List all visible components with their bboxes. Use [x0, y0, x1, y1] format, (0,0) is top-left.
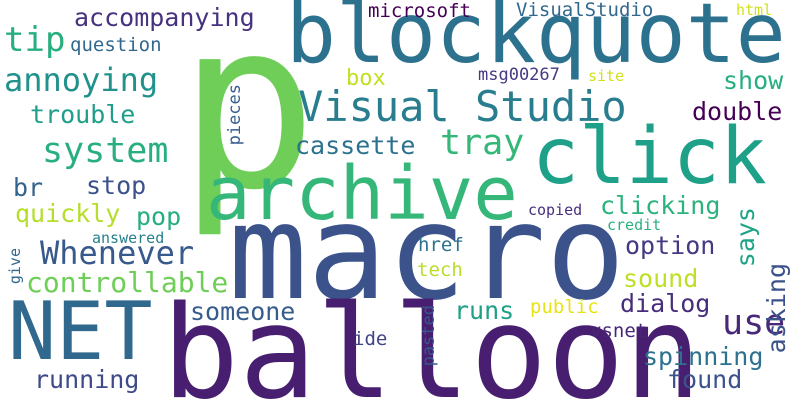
- word-msg00267: msg00267: [478, 65, 560, 85]
- word-br: br: [13, 173, 44, 202]
- word-controllable: controllable: [26, 266, 229, 299]
- word-quickly: quickly: [15, 199, 121, 228]
- word-use: use: [722, 303, 786, 343]
- word-microsoft: microsoft: [368, 0, 471, 22]
- word-tech: tech: [417, 259, 463, 281]
- word-ide: ide: [353, 328, 388, 350]
- word-html: html: [736, 1, 773, 19]
- word-public: public: [530, 296, 599, 318]
- word-net: NET: [8, 285, 153, 378]
- word-box: box: [346, 66, 386, 91]
- word-annoying: annoying: [4, 61, 159, 99]
- word-show: show: [723, 66, 784, 95]
- word-visual-studio: Visual Studio: [298, 82, 627, 131]
- word-href: href: [418, 234, 464, 256]
- word-pasted: pasted: [419, 305, 439, 367]
- word-p: p: [178, 0, 318, 241]
- word-trouble: trouble: [30, 100, 136, 129]
- word-site: site: [588, 67, 625, 85]
- word-option: option: [625, 231, 716, 260]
- word-copied: copied: [528, 201, 583, 219]
- word-runs: runs: [454, 296, 515, 325]
- word-cassette: cassette: [295, 131, 416, 160]
- word-blockquote: blockquote: [286, 0, 786, 82]
- word-credit: credit: [607, 216, 662, 234]
- word-click: click: [532, 112, 767, 202]
- word-sound: sound: [623, 264, 699, 293]
- word-clicking: clicking: [600, 191, 721, 220]
- word-tray: tray: [440, 123, 525, 163]
- word-stop: stop: [86, 171, 147, 200]
- word-balloon: balloon: [162, 279, 702, 400]
- word-system: system: [42, 131, 169, 171]
- word-accompanying: accompanying: [74, 3, 255, 32]
- word-dialog: dialog: [620, 289, 711, 318]
- word-macro: macro: [228, 176, 626, 330]
- word-says: says: [731, 207, 760, 268]
- word-answered: answered: [92, 229, 165, 247]
- word-spinning: spinning: [643, 342, 764, 371]
- word-running: running: [34, 365, 140, 394]
- word-tip: tip: [4, 20, 66, 60]
- word-visualstudio: VisualStudio: [516, 0, 654, 21]
- word-pop: pop: [136, 202, 182, 231]
- word-archive: archive: [206, 151, 518, 237]
- word-question: question: [70, 34, 162, 56]
- word-pieces: pieces: [225, 84, 245, 146]
- word-someone: someone: [190, 297, 296, 326]
- word-asking: asking: [762, 263, 791, 354]
- word-give: give: [6, 248, 24, 285]
- word-found: found: [667, 365, 743, 394]
- word-whenever: Whenever: [40, 234, 195, 272]
- word-double: double: [692, 97, 783, 126]
- word-vsnet: vsnet: [590, 320, 648, 342]
